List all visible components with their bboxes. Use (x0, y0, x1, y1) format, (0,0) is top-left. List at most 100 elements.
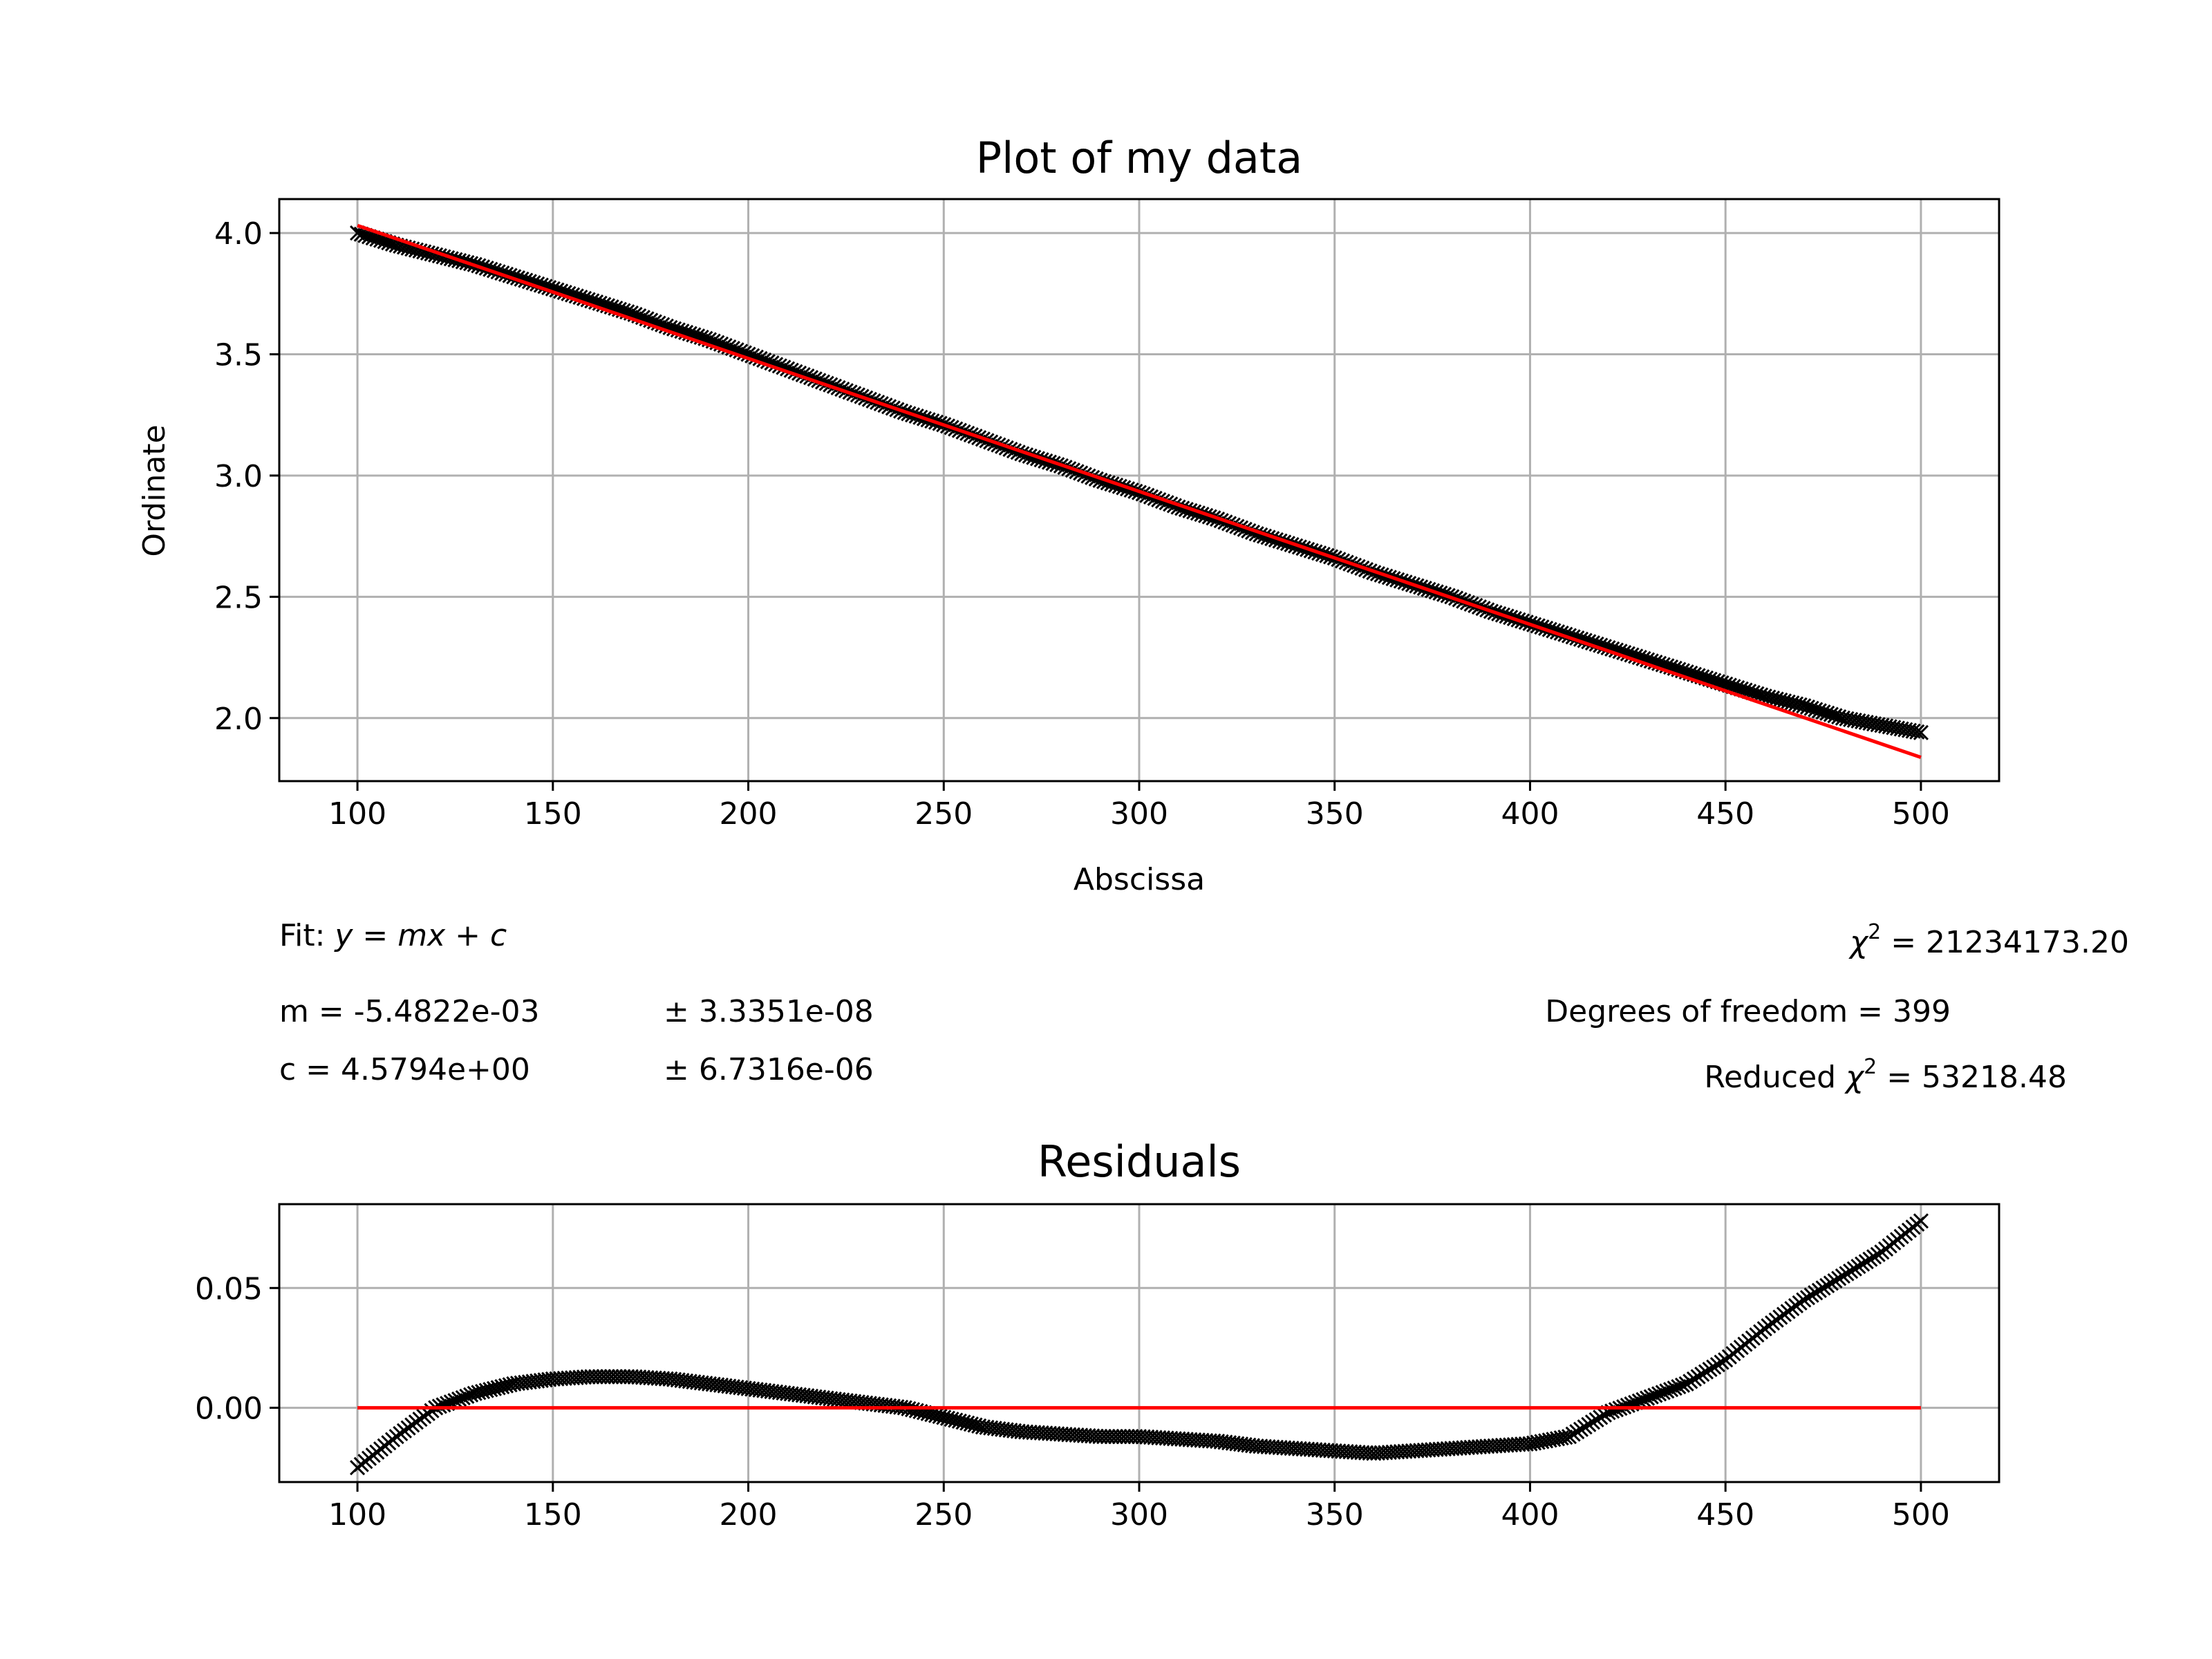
residual-data-point (1655, 1385, 1671, 1400)
residual-data-point (1678, 1376, 1694, 1391)
residual-data-point (1858, 1254, 1874, 1270)
residual-data-point (1803, 1287, 1819, 1303)
residual-data-point (1643, 1389, 1659, 1405)
residual-data-point (1835, 1268, 1850, 1284)
residual-data-point (1667, 1380, 1683, 1396)
residual-data-point (459, 1388, 475, 1404)
residual-data-point (1799, 1290, 1815, 1306)
chi-symbol: χ (1848, 925, 1869, 960)
residual-data-point (1573, 1421, 1589, 1437)
reduced-prefix: Reduced (1704, 1060, 1846, 1095)
residual-data-point (1811, 1282, 1827, 1298)
residual-x-tick-label: 500 (1892, 1497, 1950, 1533)
residual-x-tick-label: 100 (328, 1497, 386, 1533)
residual-data-point (1651, 1386, 1667, 1402)
residual-x-tick-label: 400 (1501, 1497, 1559, 1533)
residual-data-point (1827, 1273, 1843, 1288)
main-plot: 100 150 200 250 300 350 400 450 500 2.0 2.5 3.0 3.5 4… (137, 133, 2000, 897)
chi-squared-value: = 21234173.20 (1881, 925, 2129, 960)
residual-marks (350, 1213, 1929, 1476)
main-x-tick-label: 350 (1306, 796, 1364, 832)
residual-data-point (1569, 1424, 1585, 1440)
reduced-chi-squared: Reduced χ2 = 53218.48 (1704, 1055, 2067, 1095)
residual-data-point (1662, 1382, 1679, 1398)
residual-data-point (1565, 1426, 1581, 1442)
main-y-tick-label: 3.0 (214, 459, 263, 494)
residual-x-tick-label: 200 (720, 1497, 778, 1533)
residual-data-point (1843, 1263, 1859, 1280)
fit-statistics: Fit: y = mx + c m = -5.4822e-03 ± 3.3351… (279, 918, 2129, 1095)
degrees-of-freedom: Degrees of freedom = 399 (1545, 994, 1951, 1029)
main-y-axis-label: Ordinate (137, 424, 172, 556)
residual-y-tick-label: 0.00 (195, 1391, 263, 1427)
main-plot-title: Plot of my data (976, 133, 1302, 183)
residual-data-point (1561, 1429, 1577, 1445)
residual-data-point (451, 1391, 467, 1407)
residual-data-point (1683, 1374, 1698, 1389)
residual-plot: 100 150 200 250 300 350 400 450 500 0.00 0.05 Resi… (195, 1136, 2000, 1533)
residual-x-tick-label: 250 (915, 1497, 973, 1533)
main-data-point (1909, 724, 1925, 740)
residual-data-point (1839, 1266, 1855, 1282)
intercept-value: c = 4.5794e+00 (279, 1052, 530, 1087)
fit-equation-label: Fit: y = mx + c (279, 918, 507, 953)
residual-data-point (1593, 1409, 1609, 1425)
residual-data-point (1659, 1383, 1675, 1399)
residual-data-point (1690, 1369, 1706, 1385)
chi-superscript: 2 (1868, 920, 1881, 944)
residual-data-point (1635, 1391, 1651, 1407)
residual-data-point (1706, 1359, 1722, 1375)
residual-data-point (1808, 1285, 1824, 1301)
residual-data-point (1608, 1402, 1624, 1418)
main-y-tick-label: 4.0 (214, 216, 263, 252)
residual-data-point (1584, 1414, 1600, 1430)
main-ticks: 100 150 200 250 300 350 400 450 500 2.0 2.5 3.0 3.5 4… (214, 216, 1950, 832)
residual-x-tick-label: 350 (1306, 1497, 1364, 1533)
residual-data-point (1596, 1407, 1612, 1423)
residual-data-point (1823, 1275, 1839, 1291)
slope-value: m = -5.4822e-03 (279, 994, 539, 1029)
residual-data-point (1855, 1256, 1871, 1272)
residual-ticks: 100 150 200 250 300 350 400 450 500 0.00 0.05 (195, 1271, 1950, 1533)
residual-data-point (1647, 1387, 1663, 1403)
residual-data-point (1557, 1430, 1573, 1445)
fit-prefix: Fit: (279, 918, 335, 953)
residual-data-point (1577, 1419, 1593, 1435)
reduced-chi-squared-value: = 53218.48 (1877, 1060, 2067, 1095)
main-fit-line (357, 223, 1922, 759)
main-data-point (1913, 724, 1929, 740)
main-x-tick-label: 500 (1892, 796, 1950, 832)
residual-data-point (1862, 1251, 1878, 1267)
residual-data-point (1640, 1390, 1656, 1406)
residual-data-point (1796, 1292, 1812, 1308)
main-data-series (350, 225, 1929, 740)
residual-plot-title: Residuals (1038, 1136, 1241, 1187)
residual-data-point (1850, 1259, 1866, 1275)
residual-data-point (1686, 1371, 1703, 1387)
residual-data-point (435, 1397, 451, 1413)
residual-data-point (1815, 1280, 1831, 1296)
residual-data-point (1694, 1366, 1710, 1382)
residual-data-point (1631, 1393, 1647, 1409)
residual-data-point (1831, 1271, 1847, 1286)
residual-data-point (447, 1393, 463, 1409)
residual-data-point (1846, 1261, 1862, 1277)
residual-data-point (1709, 1357, 1725, 1373)
main-y-tick-label: 2.0 (214, 702, 263, 737)
main-x-tick-label: 450 (1696, 796, 1754, 832)
main-x-tick-label: 400 (1501, 796, 1559, 832)
main-x-tick-label: 100 (328, 796, 386, 832)
residual-data-point (1866, 1249, 1882, 1265)
residual-data-series (350, 1213, 1929, 1476)
chi-squared: χ2 = 21234173.20 (1848, 920, 2129, 960)
residual-y-tick-label: 0.05 (195, 1271, 263, 1306)
main-x-tick-label: 300 (1110, 796, 1168, 832)
fit-equation: y = mx + c (333, 918, 507, 953)
main-x-tick-label: 250 (915, 796, 973, 832)
residual-data-point (1913, 1213, 1929, 1229)
main-y-tick-label: 3.5 (214, 338, 263, 373)
residual-x-tick-label: 150 (524, 1497, 582, 1533)
residual-data-point (455, 1389, 471, 1406)
reduced-chi-symbol: χ (1844, 1060, 1865, 1095)
